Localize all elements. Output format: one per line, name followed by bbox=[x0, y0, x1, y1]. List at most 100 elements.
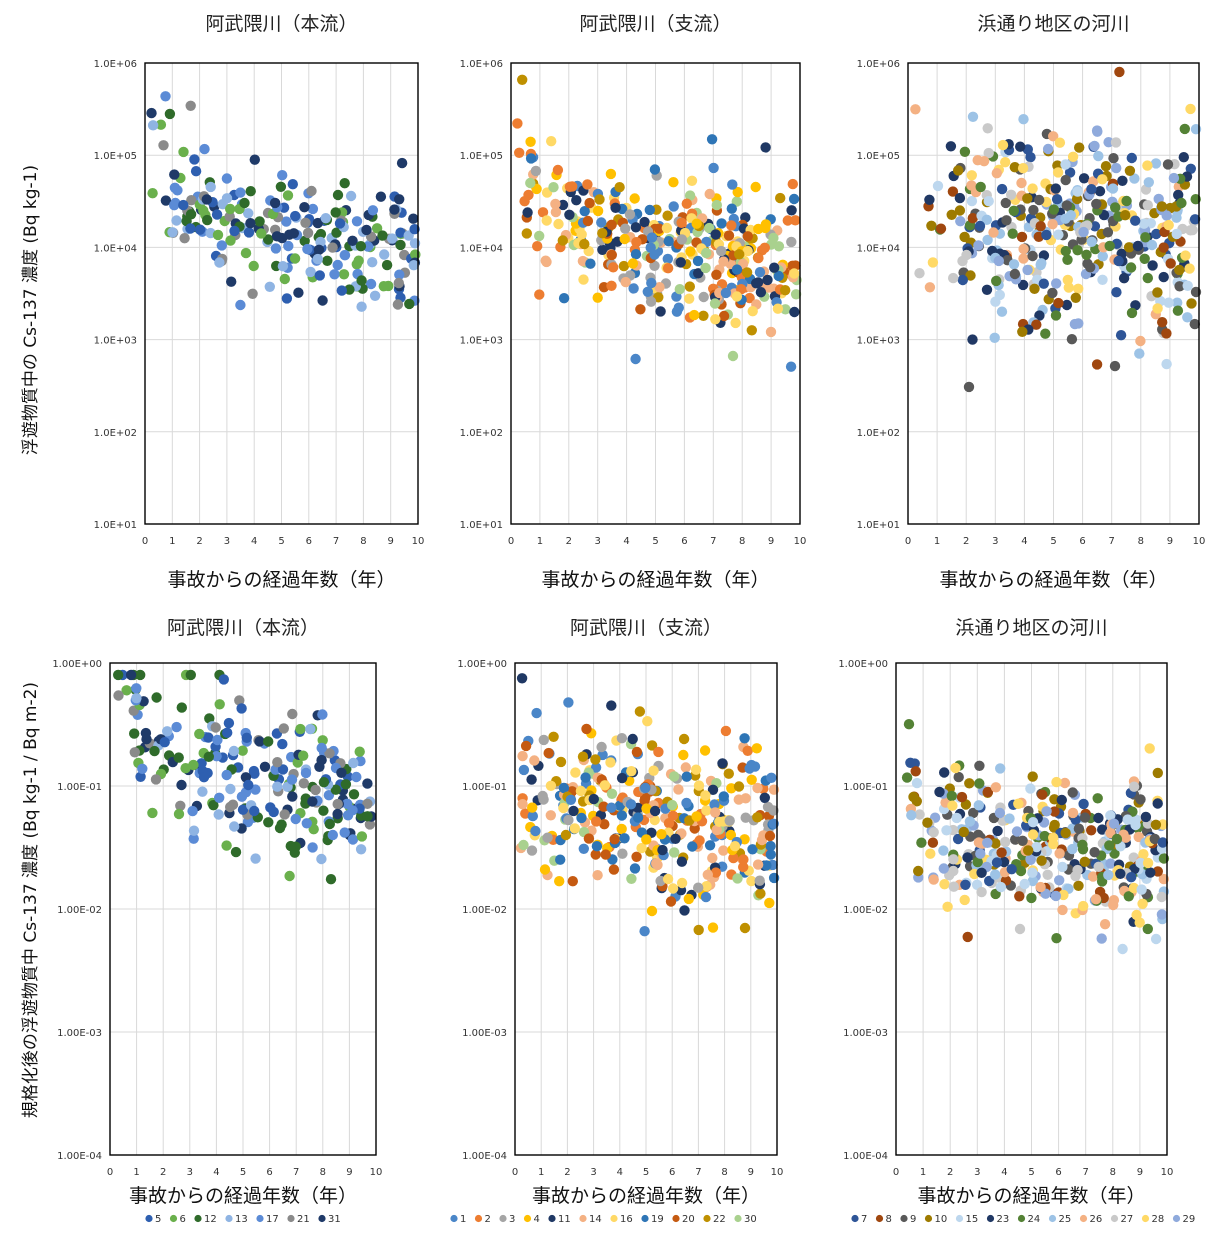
data-point bbox=[746, 774, 757, 785]
data-point bbox=[954, 192, 966, 204]
data-point bbox=[331, 227, 342, 238]
data-point bbox=[1049, 819, 1060, 831]
data-point bbox=[189, 154, 200, 165]
data-point bbox=[720, 725, 732, 737]
data-point bbox=[646, 277, 657, 289]
x-axis-label: 事故からの経過年数（年） bbox=[541, 569, 769, 591]
data-point bbox=[263, 736, 274, 747]
data-point bbox=[315, 236, 326, 248]
data-point bbox=[155, 119, 167, 130]
data-point bbox=[567, 181, 578, 192]
data-point bbox=[222, 727, 233, 738]
data-point bbox=[938, 845, 949, 856]
data-point bbox=[525, 136, 536, 147]
data-point bbox=[299, 202, 310, 213]
data-point bbox=[1180, 250, 1191, 261]
data-point bbox=[568, 805, 579, 817]
x-tick-label: 5 bbox=[643, 1167, 649, 1178]
data-point bbox=[243, 208, 254, 219]
data-point bbox=[726, 220, 737, 231]
data-point bbox=[213, 809, 224, 820]
data-point bbox=[938, 863, 949, 874]
data-point bbox=[1048, 131, 1059, 142]
data-point bbox=[339, 827, 350, 838]
legend-label: 26 bbox=[1090, 1214, 1103, 1225]
data-point bbox=[188, 833, 199, 844]
legend-label: 8 bbox=[886, 1214, 892, 1225]
data-point bbox=[741, 267, 753, 278]
panel-title: 阿武隈川（本流） bbox=[167, 617, 319, 639]
data-point bbox=[281, 293, 293, 304]
data-point bbox=[592, 292, 603, 303]
data-point bbox=[768, 232, 779, 244]
data-point bbox=[1009, 268, 1021, 280]
data-point bbox=[982, 837, 993, 848]
legend-label: 4 bbox=[534, 1214, 540, 1225]
data-point bbox=[995, 763, 1006, 774]
data-point bbox=[237, 745, 248, 756]
x-tick-label: 7 bbox=[1109, 536, 1115, 547]
scatter-points bbox=[515, 673, 780, 937]
data-point bbox=[1139, 253, 1150, 264]
data-point bbox=[214, 792, 225, 803]
y-tick-label: 1.0E+01 bbox=[94, 520, 137, 531]
data-point bbox=[277, 261, 289, 272]
data-point bbox=[1000, 197, 1011, 209]
data-point bbox=[1035, 221, 1046, 232]
data-point bbox=[631, 746, 643, 758]
data-point bbox=[225, 801, 236, 813]
legend-label: 23 bbox=[997, 1214, 1010, 1225]
data-point bbox=[585, 258, 596, 269]
data-point bbox=[330, 207, 341, 218]
data-point bbox=[1102, 227, 1114, 238]
data-point bbox=[667, 810, 679, 821]
data-point bbox=[164, 108, 176, 120]
data-point bbox=[355, 844, 367, 855]
data-point bbox=[395, 227, 406, 238]
data-point bbox=[752, 859, 764, 870]
data-point bbox=[1072, 186, 1083, 197]
legend-main: 5 6 12 13 17 21 31 bbox=[145, 1214, 341, 1225]
data-point bbox=[983, 147, 994, 159]
data-point bbox=[522, 207, 533, 218]
data-point bbox=[1017, 326, 1028, 337]
data-point bbox=[1179, 123, 1191, 135]
data-point bbox=[635, 304, 646, 315]
y-tick-label: 1.00E-04 bbox=[843, 1151, 888, 1162]
data-point bbox=[629, 193, 640, 204]
data-point bbox=[1027, 829, 1039, 840]
data-point bbox=[596, 217, 607, 228]
legend-label: 25 bbox=[1059, 1214, 1072, 1225]
x-tick-label: 9 bbox=[768, 536, 774, 547]
data-point bbox=[135, 669, 146, 681]
data-point bbox=[740, 793, 751, 804]
data-point bbox=[991, 857, 1003, 868]
data-point bbox=[964, 816, 976, 827]
data-point bbox=[747, 306, 758, 317]
data-point bbox=[624, 209, 636, 220]
data-point bbox=[626, 766, 637, 777]
data-point bbox=[404, 298, 415, 310]
data-point bbox=[235, 299, 246, 311]
data-point bbox=[935, 223, 947, 234]
data-point bbox=[1073, 283, 1084, 294]
y-tick-label: 1.00E-02 bbox=[57, 905, 102, 916]
legend-marker bbox=[225, 1214, 233, 1223]
data-point bbox=[198, 772, 210, 783]
data-point bbox=[732, 186, 743, 198]
data-point bbox=[520, 740, 532, 752]
data-point bbox=[1113, 255, 1124, 267]
data-point bbox=[956, 791, 968, 803]
data-point bbox=[242, 816, 254, 828]
data-point bbox=[687, 841, 698, 852]
data-point bbox=[1013, 798, 1024, 809]
data-point bbox=[1048, 838, 1059, 850]
data-point bbox=[1122, 814, 1133, 825]
data-point bbox=[954, 205, 966, 216]
data-point bbox=[300, 767, 312, 779]
data-point bbox=[996, 183, 1008, 195]
data-point bbox=[354, 746, 365, 757]
legend-trib: 1 2 3 4 11 14 16 19 20 22 30 bbox=[450, 1214, 757, 1225]
data-point bbox=[1061, 200, 1073, 211]
data-point bbox=[679, 905, 690, 916]
